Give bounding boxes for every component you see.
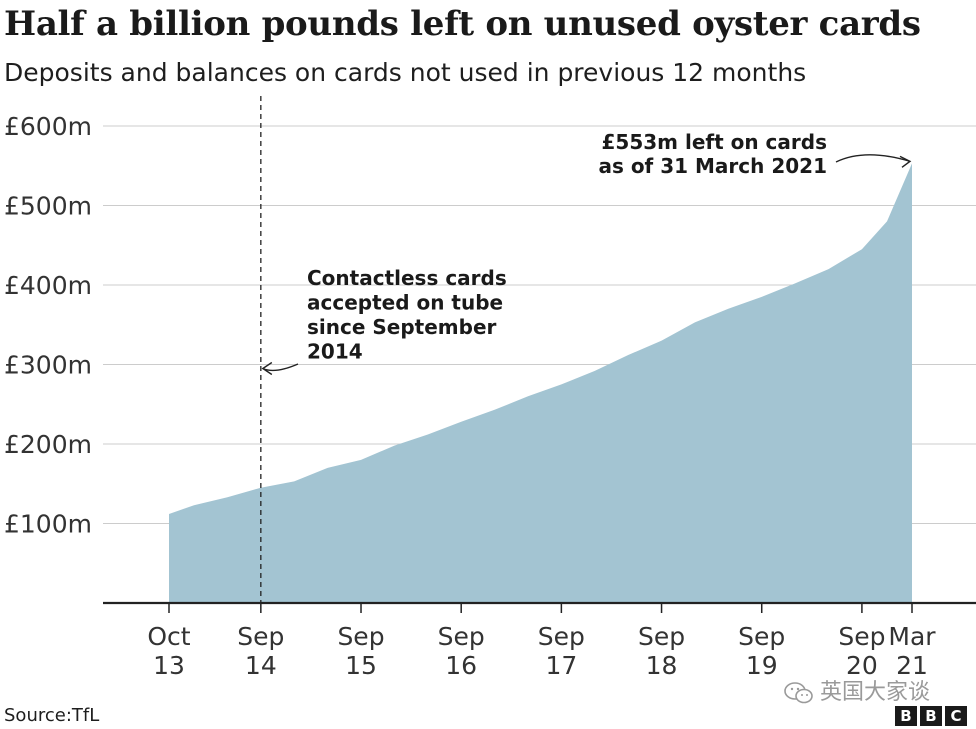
y-tick-label: £500m (4, 192, 92, 221)
annotation-contactless: Contactless cards accepted on tube since S… (307, 266, 507, 364)
y-tick-label: £100m (4, 510, 92, 539)
y-tick-label: £600m (4, 112, 92, 141)
x-tick-label: Sep 14 (237, 622, 284, 680)
x-tick-label: Sep 20 (838, 622, 885, 680)
wechat-icon (784, 682, 814, 704)
logo-letter-1: B (895, 706, 917, 726)
annotation-arrowhead (261, 361, 273, 376)
watermark-text: 英国大家谈 (820, 680, 931, 705)
series-area (169, 163, 912, 603)
x-tick-label: Oct 13 (147, 622, 190, 680)
watermark: 英国大家谈 (784, 674, 930, 706)
source-note: Source:TfL (4, 705, 100, 726)
x-tick-label: Sep 16 (438, 622, 485, 680)
y-tick-label: £400m (4, 271, 92, 300)
x-tick-label: Sep 15 (337, 622, 384, 680)
y-tick-label: £300m (4, 351, 92, 380)
annotation-final-value: £553m left on cards as of 31 March 2021 (598, 130, 827, 178)
annotation-arrowhead (899, 155, 912, 168)
x-tick-label: Sep 17 (538, 622, 585, 680)
logo-letter-2: B (920, 706, 942, 726)
x-tick-label: Sep 19 (738, 622, 785, 680)
x-tick-label: Sep 18 (638, 622, 685, 680)
annotation-arrow (835, 154, 911, 163)
x-tick-label: Mar 21 (888, 622, 936, 680)
chart-title: Half a billion pounds left on unused oys… (4, 4, 921, 44)
bbc-logo: B B C (895, 706, 967, 726)
logo-letter-3: C (945, 706, 967, 726)
y-tick-label: £200m (4, 430, 92, 459)
chart-subtitle: Deposits and balances on cards not used … (4, 58, 807, 87)
